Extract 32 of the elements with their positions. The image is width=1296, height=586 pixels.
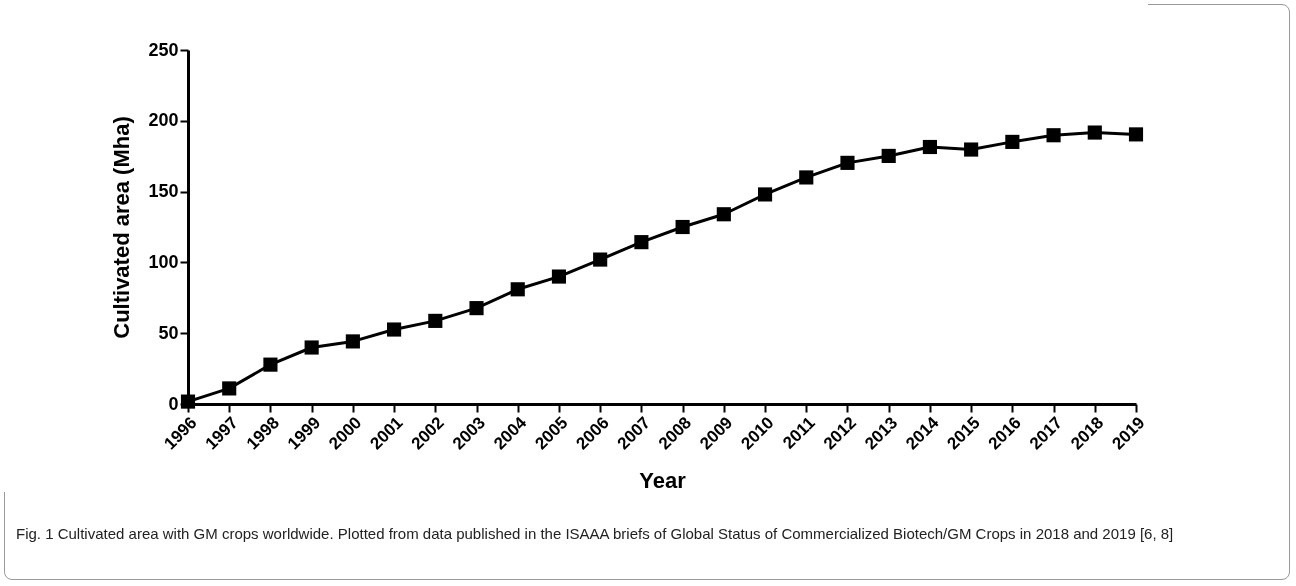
point (1005, 134, 1020, 149)
point (551, 269, 567, 284)
y-tick-label: 200 (148, 110, 179, 131)
point (799, 170, 814, 185)
point (757, 187, 773, 202)
point (922, 139, 937, 155)
point (840, 155, 855, 170)
x-axis-title: Year (639, 467, 687, 493)
y-tick-label: 100 (148, 251, 179, 272)
point (510, 282, 525, 297)
point (716, 207, 731, 222)
y-tick-label: 250 (148, 39, 179, 60)
point (634, 235, 649, 250)
point (222, 381, 237, 396)
point (675, 219, 690, 235)
y-tick-label: 50 (158, 322, 179, 343)
point (304, 340, 319, 355)
point (881, 148, 896, 163)
point (428, 313, 443, 328)
point (263, 357, 278, 372)
y-tick-label: 150 (148, 181, 179, 202)
point (964, 142, 979, 157)
y-axis-title: Cultivated area (Mha) (109, 116, 135, 339)
caption: Fig. 1 Cultivated area with GM crops worldwide. Plotted from data published in the ISAAA briefs of Global Status of Commercialized Biotech/GM Crops in 2018 and 2019 [6, 8] (16, 524, 1175, 544)
point (1087, 125, 1102, 140)
y-tick-label: 0 (168, 393, 179, 414)
point (593, 252, 608, 267)
point (345, 334, 360, 349)
point (1128, 127, 1144, 142)
point (469, 301, 484, 316)
point (387, 322, 402, 337)
point (1046, 128, 1061, 143)
